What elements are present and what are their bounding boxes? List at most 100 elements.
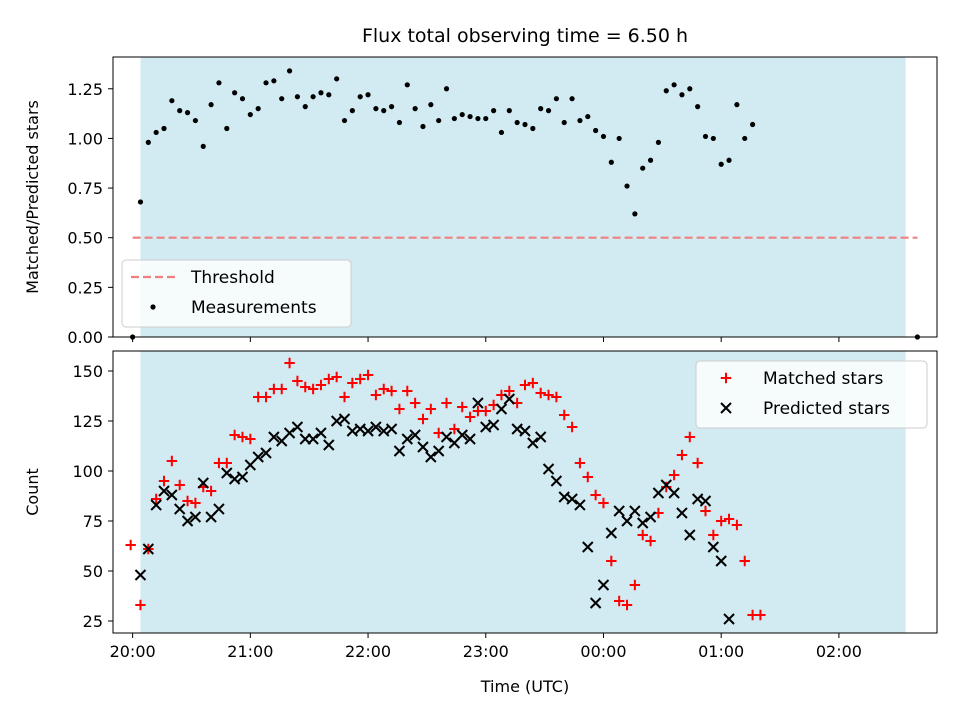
predicted-stars-point	[503, 393, 516, 405]
predicted-stars-point	[550, 475, 563, 487]
matched-stars-point	[535, 387, 546, 399]
top-y-axis-label: Matched/Predicted stars	[23, 100, 42, 294]
x-tick-label: 23:00	[463, 642, 509, 661]
x-tick-label: 02:00	[816, 642, 862, 661]
matched-stars-point	[260, 391, 272, 403]
matched-stars-point	[441, 397, 452, 409]
predicted-stars-point	[668, 487, 680, 499]
measurements-point	[718, 161, 724, 167]
matched-stars-point	[731, 519, 743, 531]
legend-measurements-label: Measurements	[191, 298, 317, 318]
measurements-point	[208, 102, 214, 108]
matched-stars-point	[402, 385, 413, 397]
matched-stars-point	[425, 403, 437, 415]
x-axis-label: Time (UTC)	[480, 677, 569, 696]
predicted-stars-point	[425, 451, 437, 463]
predicted-stars-point	[252, 451, 264, 463]
y-tick-label: 1.00	[67, 129, 103, 148]
bottom-panel: 20:00 21:00 22:00 23:00 00:00 01:00 02:00 25 50 7…	[23, 350, 938, 696]
predicted-stars-point	[542, 463, 555, 475]
predicted-stars-point	[621, 515, 633, 527]
predicted-stars-point	[432, 445, 445, 457]
matched-stars-point	[661, 481, 672, 493]
matched-stars-point	[574, 457, 586, 469]
measurements-point	[647, 157, 654, 163]
measurements-point	[145, 139, 151, 145]
measurements-point	[616, 135, 622, 142]
predicted-stars-point	[527, 437, 539, 449]
measurements-point	[710, 135, 716, 142]
matched-stars-point	[629, 579, 641, 591]
matched-stars-point	[417, 413, 429, 425]
predicted-stars-point	[268, 431, 280, 443]
matched-stars-point	[739, 555, 750, 567]
measurements-point	[286, 68, 293, 74]
matched-stars-point	[559, 409, 570, 421]
legend-measurements-swatch	[150, 304, 156, 310]
predicted-stars-point	[401, 433, 413, 445]
matched-stars-point	[150, 493, 162, 505]
predicted-stars-point	[456, 429, 468, 441]
matched-stars-point	[292, 375, 303, 387]
predicted-stars-point	[440, 431, 453, 443]
y-tick-label: 50	[83, 562, 103, 581]
matched-stars-point	[613, 595, 625, 607]
matched-stars-point	[323, 373, 335, 385]
y-tick-label: 150	[72, 362, 103, 381]
matched-stars-point	[692, 457, 703, 469]
measurements-point	[569, 96, 575, 102]
measurements-point	[734, 102, 740, 108]
predicted-stars-point	[150, 499, 162, 511]
x-tick-label: 00:00	[580, 642, 626, 661]
measurements-point	[302, 104, 308, 110]
predicted-stars-point	[197, 477, 209, 489]
measurements-point	[294, 94, 301, 100]
top-axes-frame	[112, 56, 938, 338]
predicted-stars-point	[213, 503, 225, 515]
predicted-stars-point	[629, 505, 641, 517]
measurements-point	[396, 119, 403, 126]
measurements-point	[137, 199, 144, 205]
measurements-point	[600, 133, 607, 140]
matched-stars-point	[190, 497, 201, 509]
measurements-point	[640, 165, 646, 171]
matched-stars-point	[668, 469, 680, 481]
top-panel: 0.00 0.25 0.50 0.75 1.00 1.25 Flux total obse…	[23, 25, 938, 347]
x-tick-label: 01:00	[698, 642, 744, 661]
matched-stars-point	[205, 485, 217, 497]
predicted-stars-point	[574, 499, 586, 511]
legend-matched-stars-label: Matched stars	[763, 369, 883, 389]
x-tick-label: 21:00	[227, 642, 273, 661]
measurements-point	[459, 111, 465, 118]
matched-stars-point	[676, 449, 688, 461]
matched-stars-point	[355, 373, 366, 385]
legend-box	[695, 360, 928, 429]
measurements-point	[216, 80, 222, 86]
chart-title: Flux total observing time = 6.50 h	[362, 25, 688, 47]
measurements-point	[451, 115, 457, 122]
matched-stars-point	[606, 555, 617, 567]
predicted-stars-point	[605, 527, 618, 539]
predicted-stars-point	[613, 505, 625, 517]
legend-predicted-stars-swatch	[720, 402, 732, 414]
measurements-point	[153, 129, 159, 136]
measurements-point	[271, 78, 277, 84]
measurements-point	[632, 211, 638, 217]
matched-stars-point	[158, 475, 170, 487]
measurements-point	[671, 82, 677, 88]
matched-stars-point	[300, 381, 311, 393]
measurements-point	[169, 98, 175, 104]
measurements-point	[475, 115, 481, 122]
measurements-point	[702, 133, 709, 140]
measurements-point	[467, 113, 473, 120]
measurements-point	[192, 117, 198, 124]
predicted-stars-point	[582, 541, 594, 553]
predicted-stars-point	[409, 429, 421, 441]
matched-stars-point	[315, 379, 327, 391]
matched-stars-point	[480, 405, 491, 417]
y-tick-label: 125	[72, 412, 103, 431]
predicted-stars-point	[723, 613, 735, 625]
y-tick-label: 0.00	[67, 328, 103, 347]
x-tick-label: 22:00	[345, 642, 391, 661]
